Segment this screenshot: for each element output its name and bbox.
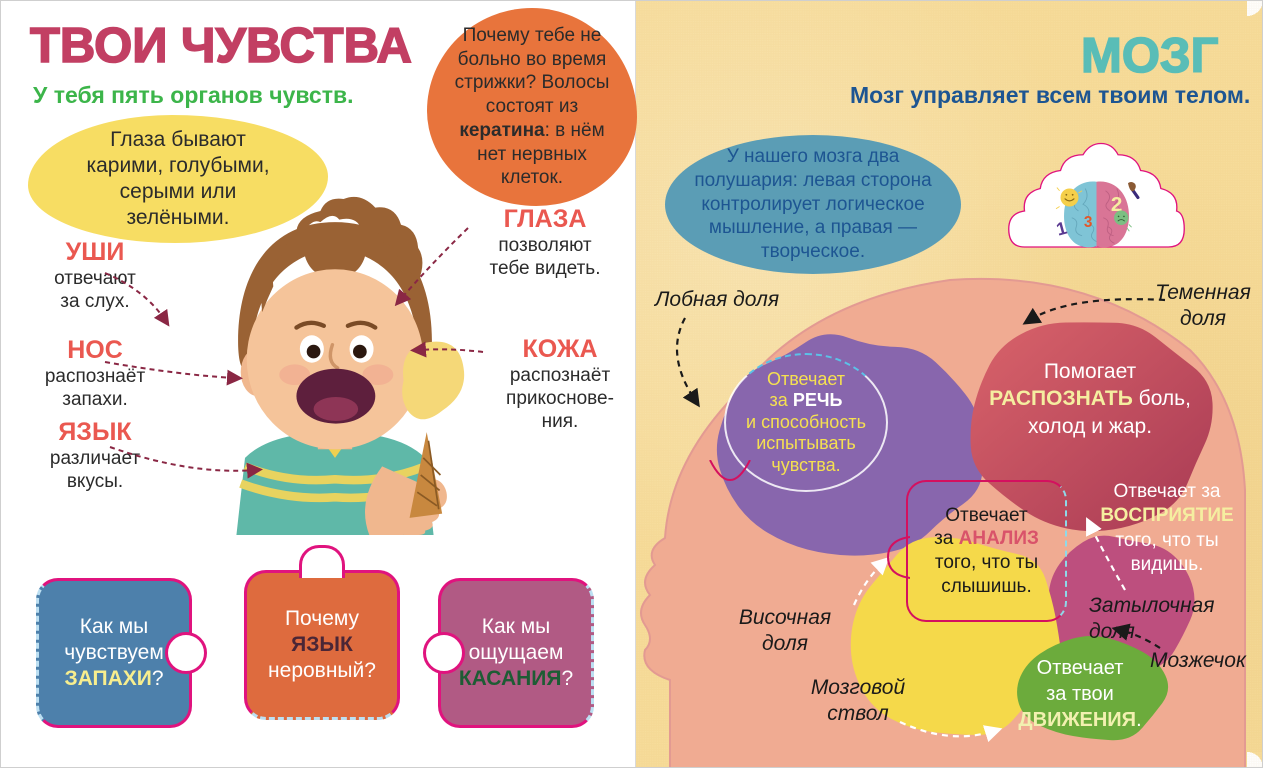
svg-text:3: 3 (1084, 214, 1093, 231)
